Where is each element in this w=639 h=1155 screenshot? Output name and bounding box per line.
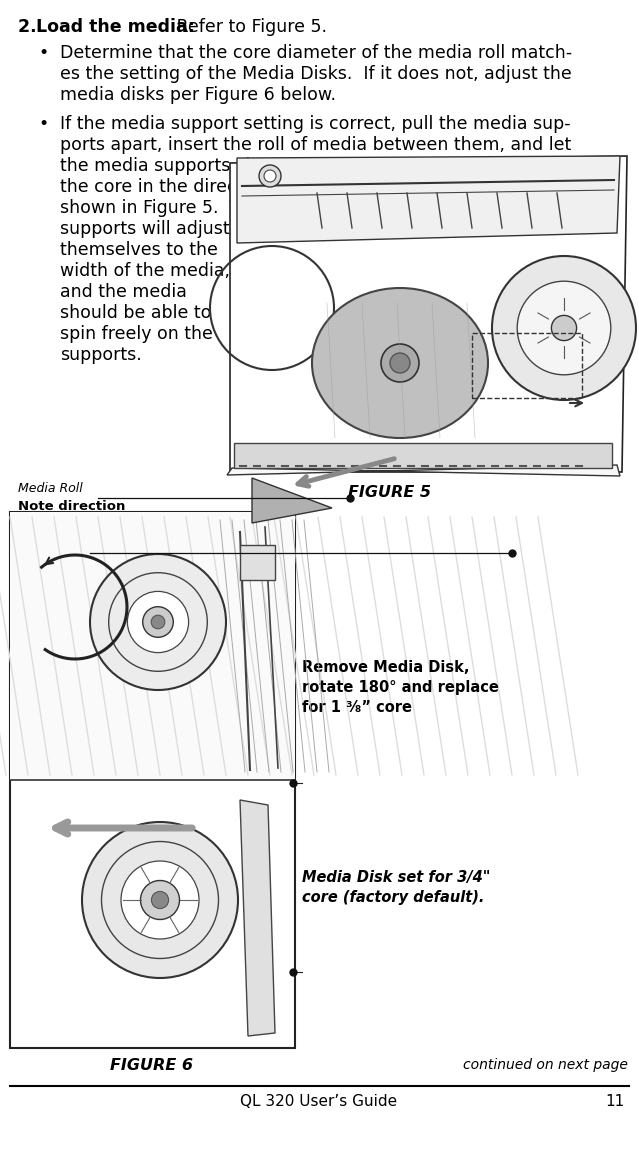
- Text: Media Disk set for 3/4"
core (factory default).: Media Disk set for 3/4" core (factory de…: [302, 870, 490, 904]
- Polygon shape: [240, 800, 275, 1036]
- Text: 11: 11: [606, 1094, 625, 1109]
- Ellipse shape: [142, 606, 173, 638]
- Text: spin freely on the: spin freely on the: [60, 325, 213, 343]
- Bar: [234, 444, 612, 468]
- Text: Load the media:: Load the media:: [36, 18, 195, 36]
- Ellipse shape: [264, 170, 276, 182]
- Text: If the media support setting is correct, pull the media sup-: If the media support setting is correct,…: [60, 116, 571, 133]
- Text: media disks per Figure 6 below.: media disks per Figure 6 below.: [60, 85, 336, 104]
- Polygon shape: [252, 478, 332, 523]
- Bar: [472, 333, 582, 398]
- Text: 2.: 2.: [18, 18, 43, 36]
- Text: themselves to the: themselves to the: [60, 241, 218, 259]
- Text: Note direction
media pulls off the
roll.: Note direction media pulls off the roll.: [18, 500, 160, 545]
- Text: the media supports close.  Insure that the media pulls off: the media supports close. Insure that th…: [60, 157, 562, 176]
- Bar: [10, 512, 295, 1048]
- Text: must match
diameter of
Media Core.: must match diameter of Media Core.: [18, 556, 107, 599]
- Ellipse shape: [259, 165, 281, 187]
- Text: continued on next page: continued on next page: [463, 1058, 628, 1072]
- Text: should be able to: should be able to: [60, 304, 212, 322]
- Text: FIGURE 5: FIGURE 5: [348, 485, 431, 500]
- Text: Remove Media Disk,
rotate 180° and replace
for 1 ³⁄₈” core: Remove Media Disk, rotate 180° and repla…: [302, 660, 499, 715]
- Text: supports.: supports.: [60, 346, 142, 364]
- Text: Media Roll: Media Roll: [18, 482, 82, 495]
- Ellipse shape: [551, 315, 576, 341]
- Ellipse shape: [492, 256, 636, 400]
- Text: es the setting of the Media Disks.  If it does not, adjust the: es the setting of the Media Disks. If it…: [60, 65, 572, 83]
- Bar: [222, 148, 632, 480]
- Text: Determine that the core diameter of the media roll match-: Determine that the core diameter of the …: [60, 44, 572, 62]
- Ellipse shape: [127, 591, 189, 653]
- Text: shown in Figure 5.  The: shown in Figure 5. The: [60, 199, 262, 217]
- Text: Media Disk: Media Disk: [18, 537, 86, 550]
- Text: Refer to Figure 5.: Refer to Figure 5.: [171, 18, 327, 36]
- Ellipse shape: [121, 860, 199, 939]
- Text: ports apart, insert the roll of media between them, and let: ports apart, insert the roll of media be…: [60, 136, 571, 154]
- Ellipse shape: [151, 616, 165, 628]
- Text: •: •: [38, 116, 49, 133]
- Polygon shape: [237, 156, 620, 243]
- Ellipse shape: [381, 344, 419, 382]
- Text: the core in the direction: the core in the direction: [60, 178, 270, 196]
- Ellipse shape: [151, 892, 169, 909]
- Text: supports will adjust: supports will adjust: [60, 219, 229, 238]
- Bar: [10, 512, 295, 780]
- Ellipse shape: [517, 281, 611, 375]
- Ellipse shape: [312, 288, 488, 438]
- Text: FIGURE 6: FIGURE 6: [111, 1058, 194, 1073]
- Bar: [240, 545, 275, 580]
- Text: and the media: and the media: [60, 283, 187, 301]
- Ellipse shape: [82, 822, 238, 978]
- Polygon shape: [227, 465, 620, 476]
- Ellipse shape: [141, 880, 180, 919]
- Ellipse shape: [390, 353, 410, 373]
- Ellipse shape: [90, 554, 226, 690]
- Polygon shape: [230, 156, 627, 472]
- Text: •: •: [38, 44, 49, 62]
- Text: QL 320 User’s Guide: QL 320 User’s Guide: [240, 1094, 397, 1109]
- Text: width of the media,: width of the media,: [60, 262, 230, 280]
